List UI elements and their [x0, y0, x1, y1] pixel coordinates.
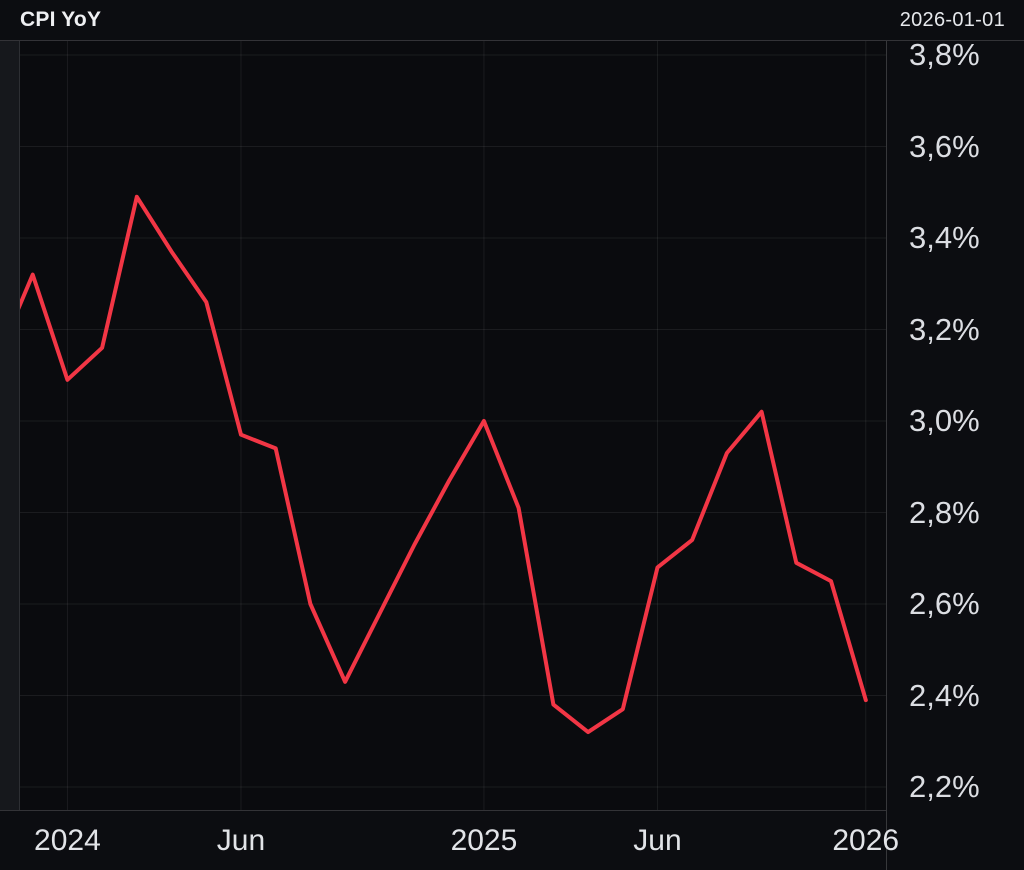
cpi-line-series: [0, 194, 868, 735]
price-tick-label: 3,4%: [909, 220, 980, 255]
last-value-date: 2026-01-01: [899, 8, 1005, 31]
price-tick-label: 3,6%: [909, 128, 980, 164]
chart-title: CPI YoY: [20, 8, 102, 31]
time-tick-label: 2024: [34, 823, 101, 857]
price-tick-label: 2,2%: [909, 769, 980, 804]
time-scale[interactable]: 2024 Jun 2025 Jun 2026: [0, 811, 899, 870]
price-tick-label: 3,8%: [909, 37, 980, 72]
price-tick-label: 2,4%: [909, 677, 980, 713]
price-tick-label: 2,6%: [909, 586, 980, 621]
chart-header: CPI YoY 2026-01-01: [0, 0, 1024, 41]
vertical-gridlines: [66, 41, 867, 810]
left-margin-strip: [0, 41, 20, 810]
plot-canvas: [0, 41, 886, 810]
time-tick-label: 2025: [450, 823, 518, 857]
plot-bottom-border: [0, 810, 886, 811]
price-tick-label: 3,2%: [909, 311, 980, 347]
price-tick-label: 3,0%: [909, 403, 980, 438]
price-scale[interactable]: 3,8% 3,6% 3,4% 3,2% 3,0% 2,8% 2,6% 2,4% 2,2%: [886, 37, 1024, 870]
time-tick-label: 2026: [832, 823, 900, 857]
time-tick-label: Jun: [633, 823, 682, 857]
chart-pane[interactable]: [0, 41, 886, 810]
price-tick-label: 2,8%: [909, 494, 980, 530]
time-tick-label: Jun: [216, 823, 266, 857]
